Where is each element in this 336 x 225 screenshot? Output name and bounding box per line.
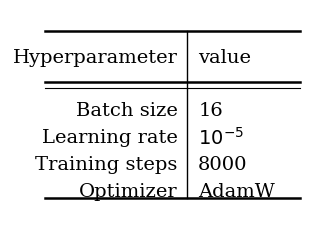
Text: $10^{-5}$: $10^{-5}$ [198,126,244,148]
Text: Learning rate: Learning rate [42,128,177,146]
Text: Training steps: Training steps [35,155,177,173]
Text: value: value [198,49,251,67]
Text: AdamW: AdamW [198,182,275,200]
Text: 16: 16 [198,101,223,119]
Text: Hyperparameter: Hyperparameter [12,49,177,67]
Text: Optimizer: Optimizer [79,182,177,200]
Text: 8000: 8000 [198,155,248,173]
Text: Batch size: Batch size [76,101,177,119]
